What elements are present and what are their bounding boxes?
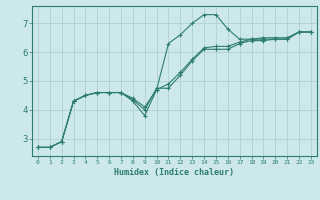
X-axis label: Humidex (Indice chaleur): Humidex (Indice chaleur) bbox=[115, 168, 234, 177]
